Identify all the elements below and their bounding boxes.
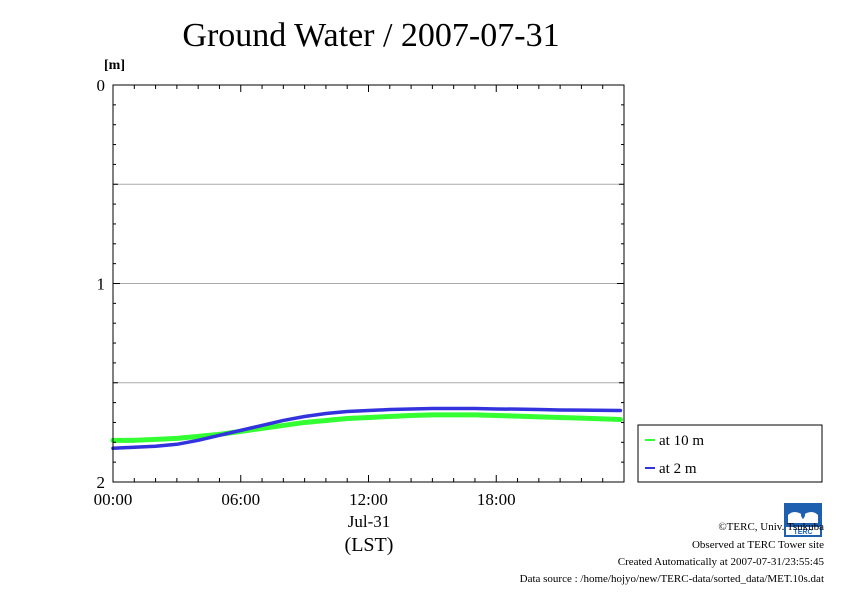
chart-title: Ground Water / 2007-07-31 xyxy=(182,17,559,54)
x-tick-label: 06:00 xyxy=(221,490,260,509)
y-tick-label: 0 xyxy=(97,76,106,95)
data-source-text: Data source : /home/hojyo/new/TERC-data/… xyxy=(519,573,824,585)
x-tick-label: 18:00 xyxy=(477,490,516,509)
grid-lines xyxy=(113,183,624,384)
x-axis-label: (LST) xyxy=(345,534,394,556)
legend-box xyxy=(637,424,823,483)
y-axis-unit: [m] xyxy=(104,58,125,73)
copyright-text: ©TERC, Univ. Tsukuba xyxy=(718,521,824,533)
created-text: Created Automatically at 2007-07-31/23:5… xyxy=(617,556,824,568)
y-tick-label: 2 xyxy=(97,473,106,492)
legend: at 10 m at 2 m xyxy=(637,424,823,483)
series-line-at-10m xyxy=(110,412,623,443)
legend-label: at 10 m xyxy=(659,433,704,449)
logo-text: TERC xyxy=(793,529,812,536)
x-tick-label: 00:00 xyxy=(94,490,133,509)
x-tick-labels: 00:00 06:00 12:00 18:00 xyxy=(94,490,516,509)
x-tick-label: 12:00 xyxy=(349,490,388,509)
legend-label: at 2 m xyxy=(659,461,697,477)
y-tick-labels: 0 1 2 xyxy=(97,76,106,492)
y-tick-label: 1 xyxy=(97,275,106,294)
series-line-at-2m xyxy=(111,406,623,451)
terc-logo: TERC xyxy=(784,503,822,537)
x-date-label: Jul-31 xyxy=(348,512,391,531)
series-layer xyxy=(110,406,623,451)
tick-marks xyxy=(112,84,625,483)
observed-text: Observed at TERC Tower site xyxy=(691,539,824,551)
